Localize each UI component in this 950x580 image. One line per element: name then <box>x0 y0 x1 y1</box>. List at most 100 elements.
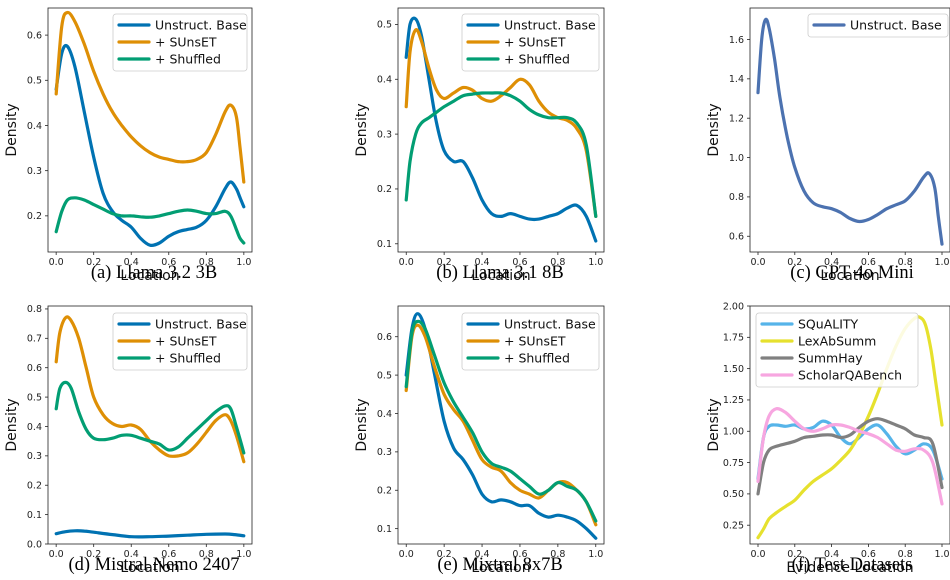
series-line-shuffled <box>54 196 246 245</box>
series-line-sunset <box>54 315 246 464</box>
x-tick-label: 0.0 <box>399 549 414 560</box>
y-tick-label: 0.2 <box>377 486 392 497</box>
y-tick-label: 0.6 <box>377 332 392 343</box>
panel-caption: (f) Test Datasets <box>792 555 913 575</box>
x-tick-label: 0.2 <box>787 549 802 560</box>
y-axis-label: Density <box>706 103 722 156</box>
x-tick-label: 0.8 <box>898 257 913 268</box>
y-tick-label: 0.75 <box>723 458 744 469</box>
x-tick-label: 0.4 <box>824 257 839 268</box>
x-tick-label: 0.6 <box>861 549 876 560</box>
legend-box <box>461 312 600 371</box>
y-tick-label: 0.4 <box>27 422 42 433</box>
series-line-shuffled <box>54 380 246 455</box>
x-tick-label: 1.0 <box>588 549 603 560</box>
series-line-scholarqabench <box>756 407 944 506</box>
y-axis-label: Density <box>4 103 20 156</box>
series-group <box>756 17 944 246</box>
series-line-shuffled <box>404 319 598 523</box>
legend-label: SummHay <box>798 350 863 365</box>
x-tick-label: 0.2 <box>86 549 101 560</box>
y-tick-label: 0.3 <box>377 129 392 140</box>
y-tick-label: 0.6 <box>27 363 42 374</box>
y-tick-label: 0.2 <box>377 184 392 195</box>
panel-a: 0.0 0.2 0.4 0.6 0.8 1.00.20.30.40.50.6Locatio… <box>4 7 253 284</box>
y-tick-label: 0.3 <box>27 451 42 462</box>
x-tick-label: 0.4 <box>124 549 139 560</box>
y-axis-label: Density <box>354 398 370 451</box>
legend-label: Unstruct. Base <box>155 316 247 331</box>
legend-label: + SUnsET <box>155 333 217 348</box>
panel-d: 0.0 0.2 0.4 0.6 0.8 1.0 0.0 0.1 0.2 0.3 0.4 0.5 0.6 0… <box>4 304 253 576</box>
series-group <box>404 312 598 540</box>
x-tick-label: 0.0 <box>750 549 765 560</box>
series-line-unstruct-base <box>756 17 944 246</box>
y-tick-label: 0.5 <box>27 392 42 403</box>
series-group <box>54 315 246 539</box>
series-line-sunset <box>54 10 246 184</box>
y-tick-label: 0.2 <box>27 211 42 222</box>
x-tick-label: 0.2 <box>787 257 802 268</box>
panel-b: 0.0 0.2 0.4 0.6 0.8 1.0 0.1 0.2 0.3 0.4 0.5 Locatio… <box>354 7 605 284</box>
x-tick-label: 0.0 <box>399 257 414 268</box>
legend-label: SQuALITY <box>798 316 859 331</box>
x-tick-label: 0.4 <box>824 549 839 560</box>
panel-f: 0.0 0.2 0.4 0.6 0.8 1.0 0.25 0.50 0.75 1.00 1.25 1.… <box>706 301 950 576</box>
y-tick-label: 0.8 <box>27 304 42 315</box>
y-tick-label: 0.4 <box>377 409 392 420</box>
x-tick-label: 0.8 <box>199 257 214 268</box>
panel-caption: (d) Mistral Nemo 2407 <box>68 555 239 575</box>
legend-label: ScholarQABench <box>798 367 902 382</box>
series-line-unstruct-base <box>54 43 246 248</box>
y-tick-label: 1.0 <box>729 153 744 164</box>
x-tick-label: 0.8 <box>898 549 913 560</box>
legend-label: + Shuffled <box>504 350 570 365</box>
x-tick-label: 1.0 <box>588 257 603 268</box>
x-axis-label: Location <box>820 268 879 284</box>
y-tick-label: 0.1 <box>27 510 42 521</box>
x-tick-label: 0.0 <box>750 257 765 268</box>
x-tick-label: 0.8 <box>550 549 565 560</box>
panel-caption: (b) Llama 3.1 8B <box>436 263 563 283</box>
legend-label: Unstruct. Base <box>155 17 247 32</box>
x-tick-label: 0.4 <box>474 549 489 560</box>
legend-label: Unstruct. Base <box>504 316 596 331</box>
series-group <box>54 10 246 248</box>
y-tick-label: 1.75 <box>723 333 744 344</box>
panel-e: 0.0 0.2 0.4 0.6 0.8 1.00.10.20.30.40.50.6Loca… <box>354 305 605 576</box>
x-tick-label: 0.6 <box>861 257 876 268</box>
y-tick-label: 0.25 <box>723 521 744 532</box>
legend-box <box>461 13 600 72</box>
y-tick-label: 0.4 <box>377 75 392 86</box>
x-tick-label: 0.2 <box>437 549 452 560</box>
legend-label: Unstruct. Base <box>850 17 942 32</box>
y-tick-label: 0.6 <box>27 30 42 41</box>
x-tick-label: 0.2 <box>86 257 101 268</box>
x-axis-label: Location <box>120 560 179 576</box>
panel-caption: (a) Llama 3.2 3B <box>91 263 217 283</box>
y-tick-label: 1.6 <box>729 35 744 46</box>
x-axis-label: Location <box>120 268 179 284</box>
series-line-lexabsumm <box>756 315 944 540</box>
legend-label: + Shuffled <box>155 51 221 66</box>
legend-label: Unstruct. Base <box>504 17 596 32</box>
y-tick-label: 0.5 <box>377 20 392 31</box>
x-tick-label: 0.6 <box>161 257 176 268</box>
x-tick-label: 0.6 <box>512 549 527 560</box>
y-tick-label: 0.6 <box>729 232 744 243</box>
legend-box <box>112 13 248 72</box>
y-tick-label: 1.2 <box>729 113 744 124</box>
legend-label: + Shuffled <box>155 350 221 365</box>
legend-label: + SUnsET <box>504 333 566 348</box>
series-line-sunset <box>404 323 598 527</box>
y-tick-label: 0.7 <box>27 334 42 345</box>
x-tick-label: 1.0 <box>236 257 251 268</box>
y-tick-label: 0.8 <box>729 192 744 203</box>
x-tick-label: 0.6 <box>512 257 527 268</box>
y-tick-label: 0.3 <box>27 166 42 177</box>
y-tick-label: 0.2 <box>27 481 42 492</box>
axes-frame <box>749 7 950 253</box>
panel-c: 0.0 0.2 0.4 0.6 0.8 1.0 0.6 0.8 1.0 1.2 1.4 1.6 Loca… <box>706 7 950 284</box>
x-tick-label: 0.4 <box>124 257 139 268</box>
